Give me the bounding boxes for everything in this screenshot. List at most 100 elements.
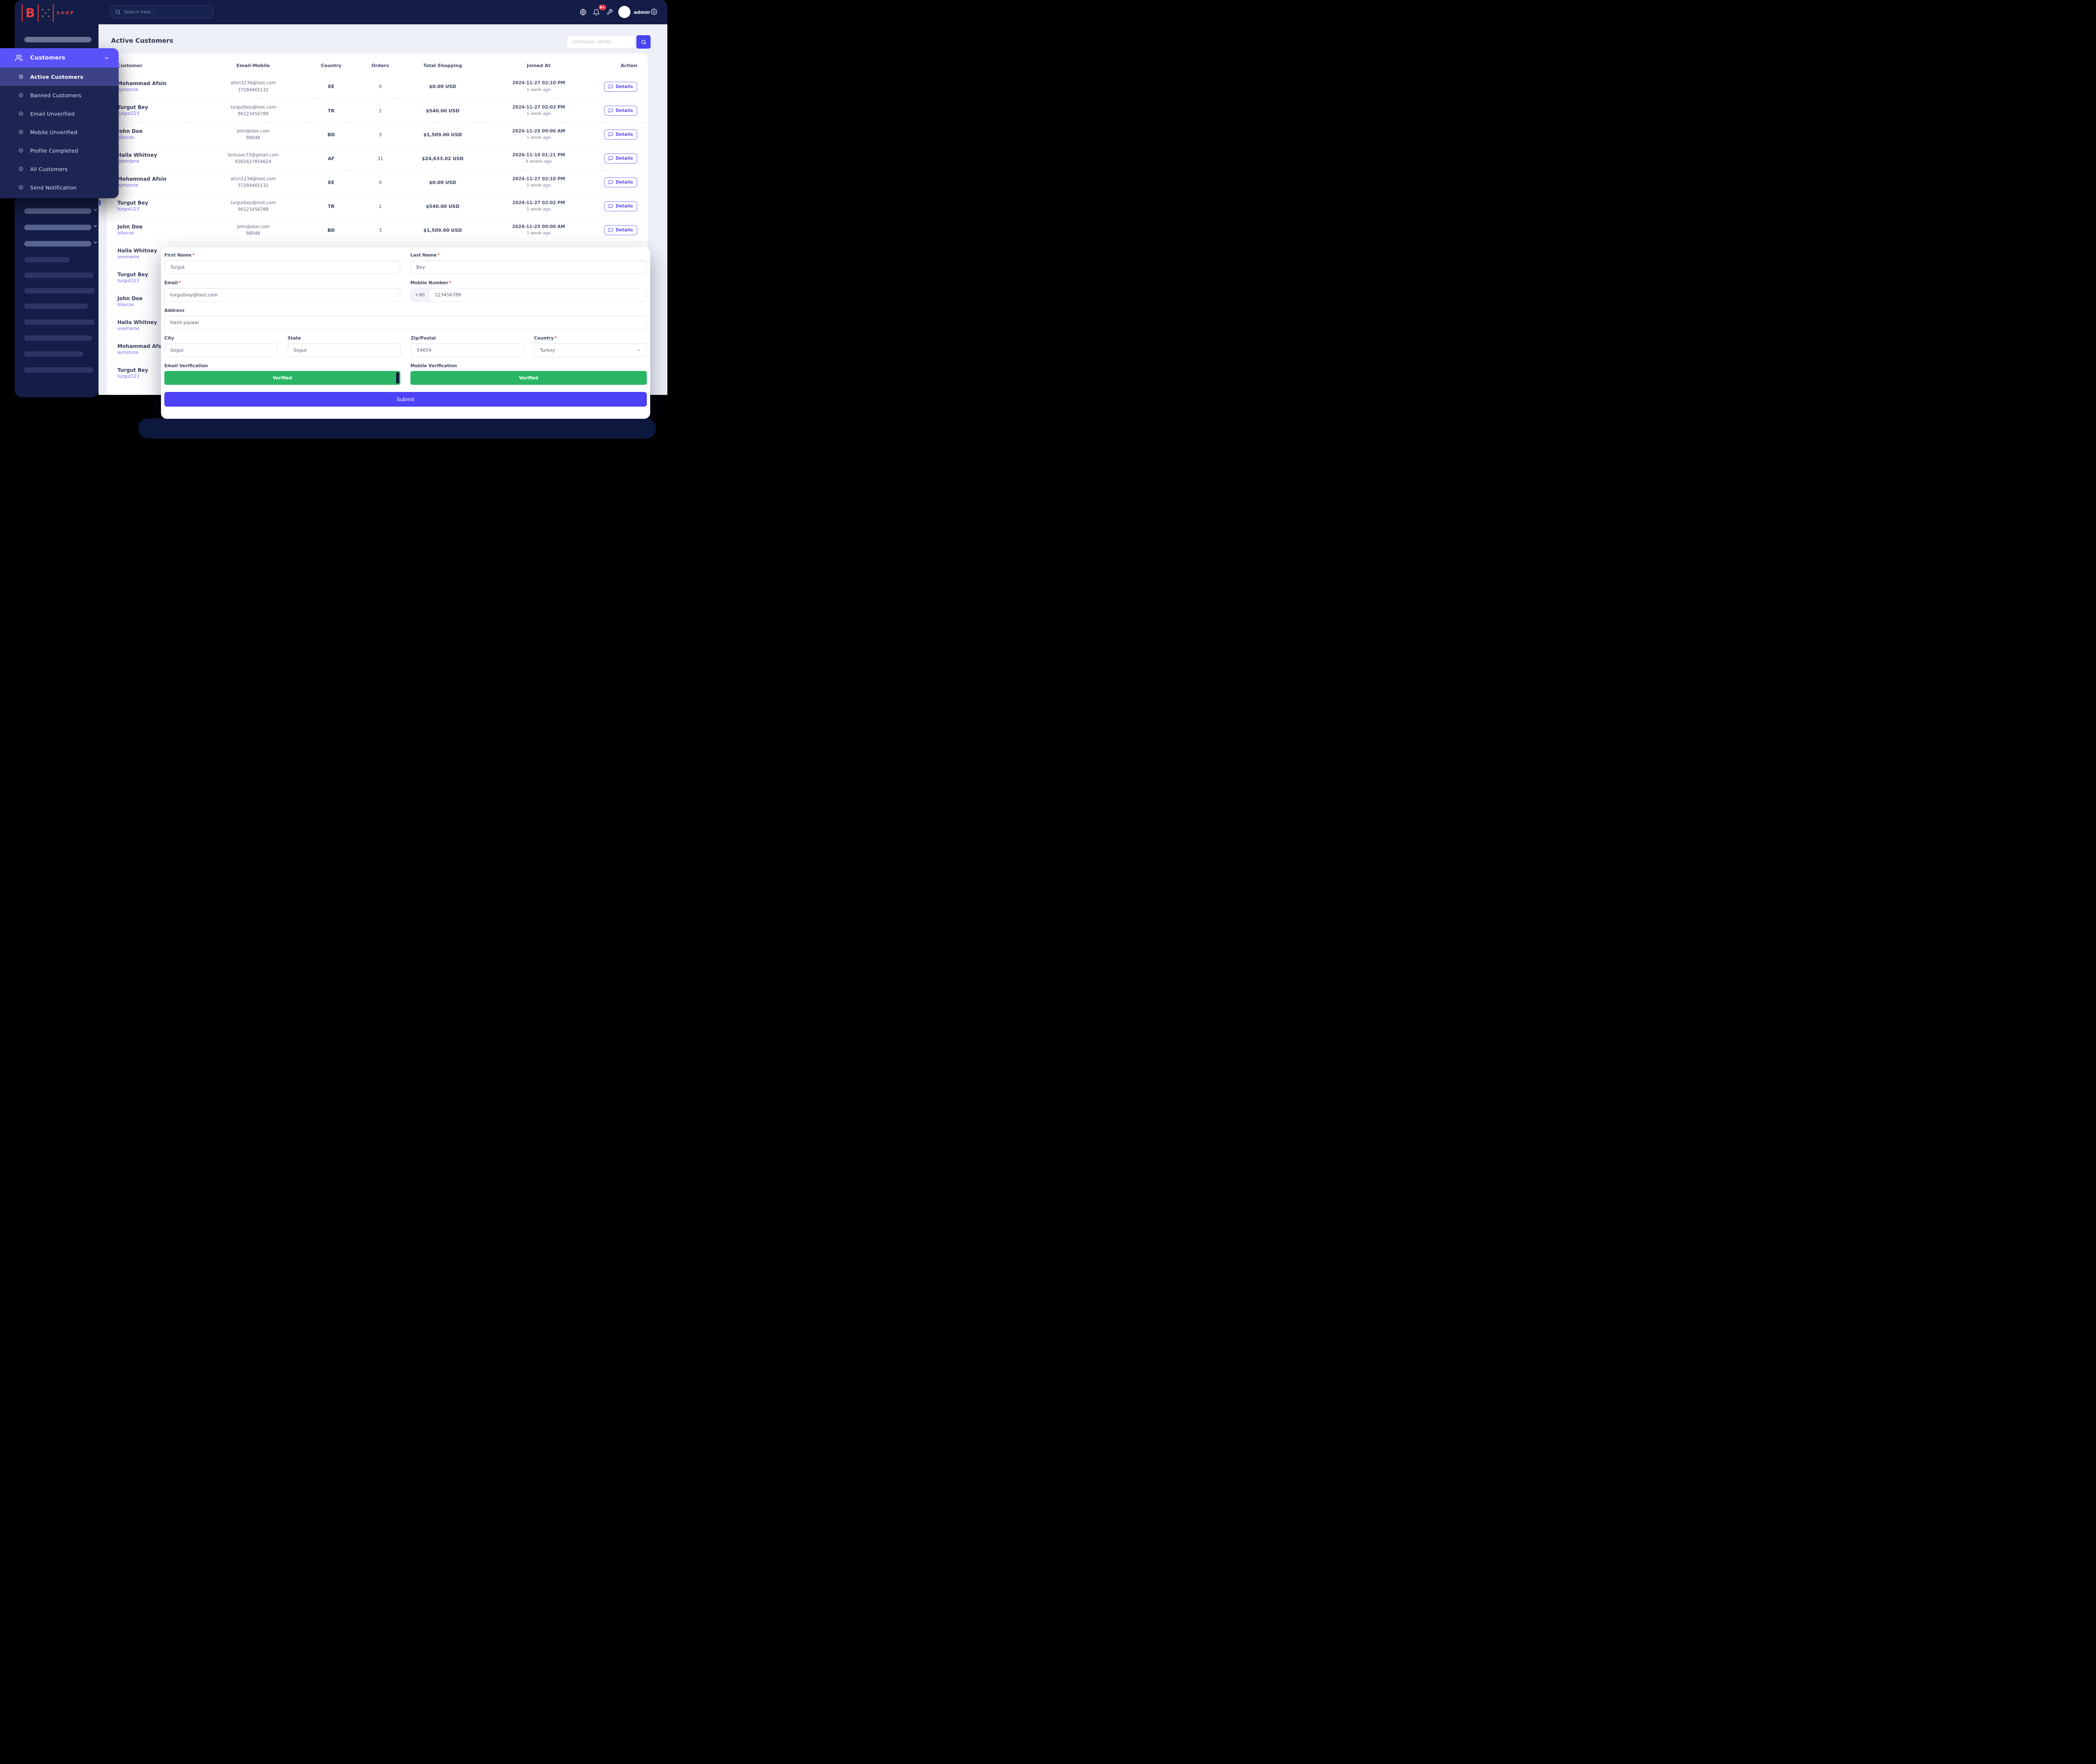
skeleton-menu-group[interactable] (24, 241, 91, 246)
global-search[interactable] (110, 5, 213, 18)
skeleton-menu-item[interactable] (24, 257, 70, 262)
state-field[interactable] (288, 343, 401, 357)
sidebar-item-profile-completed[interactable]: Profile Completed (0, 141, 119, 160)
customer-mobile: 37289465132 (238, 183, 269, 188)
logo-bar (53, 4, 54, 22)
sidebar-item-active-customers[interactable]: Active Customers (0, 67, 119, 86)
skeleton-menu-item[interactable] (24, 335, 92, 341)
sidebar-item-mobile-unverified[interactable]: Mobile Unverified (0, 123, 119, 141)
chevron-down-icon[interactable] (93, 240, 98, 245)
brand-logo[interactable]: B SHOP (22, 4, 75, 22)
customer-orders: 0 (379, 84, 382, 89)
skeleton-menu-item[interactable] (24, 319, 95, 325)
details-button[interactable]: Details (604, 201, 637, 211)
menu-group-customers[interactable]: Customers (0, 48, 119, 67)
chevron-down-icon[interactable] (93, 224, 98, 228)
customer-username-link[interactable]: aynoncse (117, 183, 139, 188)
customer-joined-date: 2024-11-27 02:02 PM (512, 200, 566, 205)
details-button[interactable]: Details (604, 177, 637, 187)
last-name-field[interactable] (410, 260, 647, 274)
admin-profile-label[interactable]: admin (634, 10, 650, 15)
customer-total-shopping: $1,509.00 USD (423, 132, 462, 137)
customer-joined-date: 2024-11-27 02:10 PM (512, 176, 566, 182)
first-name-field[interactable] (164, 260, 400, 274)
customer-country: EE (328, 84, 335, 89)
settings-gear-icon[interactable] (651, 8, 657, 15)
skeleton-menu-item[interactable] (24, 288, 95, 293)
wrench-icon[interactable] (607, 9, 613, 15)
skeleton-menu-item[interactable] (24, 367, 93, 373)
customer-username-link[interactable]: username (117, 159, 140, 164)
customer-username-link[interactable]: turgut123 (117, 207, 140, 212)
skeleton-bar[interactable] (24, 37, 91, 42)
required-star: * (449, 280, 451, 285)
globe-icon[interactable] (580, 9, 586, 16)
logo-letter: B (26, 5, 35, 20)
sidebar-item-banned-customers[interactable]: Banned Customers (0, 86, 119, 104)
customer-username-link[interactable]: turgut123 (117, 111, 140, 117)
user-avatar[interactable] (618, 6, 630, 18)
app-screen: 9+ admin B SHOP (0, 0, 667, 441)
customer-username-link[interactable]: aynoncse (117, 87, 139, 92)
customer-username-link[interactable]: username (117, 326, 140, 332)
required-star: * (437, 253, 440, 258)
customer-name: Turgut Bey (117, 104, 148, 111)
customer-joined-relative: 1 week ago (527, 87, 551, 92)
customer-email: turgutbey@test.com (230, 104, 276, 110)
details-button[interactable]: Details (604, 130, 637, 140)
chevron-down-icon[interactable] (93, 208, 98, 212)
customer-email: turgutbey@test.com (230, 200, 276, 205)
skeleton-menu-group[interactable] (24, 225, 91, 230)
customer-username-link[interactable]: aynoncse (117, 350, 139, 355)
global-search-input[interactable] (124, 9, 208, 15)
submit-button[interactable]: Submit (164, 392, 647, 407)
table-row: John Doe bikycox john@doe.com 88048 BD 3… (107, 218, 648, 242)
skeleton-menu-item[interactable] (24, 272, 93, 278)
sidebar-item-all-customers[interactable]: All Customers (0, 160, 119, 178)
chat-bubble-icon (608, 180, 613, 185)
customer-joined-date: 2024-11-10 01:21 PM (512, 152, 566, 158)
address-field[interactable] (164, 316, 647, 329)
table-row: Turgut Bey turgut123 turgutbey@test.com … (107, 99, 648, 122)
email-verification-label: Email Verification (164, 363, 208, 368)
search-icon (115, 9, 121, 15)
customer-name: Turgut Bey (117, 367, 148, 374)
sidebar-item-label: Mobile Unverified (30, 129, 78, 135)
zip-postal-field[interactable] (411, 343, 524, 357)
customer-username-link[interactable]: username (117, 254, 140, 260)
phone-country-code: +90 (411, 288, 429, 301)
customer-search-input[interactable] (572, 39, 630, 44)
customer-username-link[interactable]: bikycox (117, 231, 134, 236)
sidebar-item-email-unverified[interactable]: Email Unverified (0, 104, 119, 123)
customer-country: TR (328, 108, 335, 114)
mobile-verification-status[interactable]: Verified (410, 371, 647, 385)
customer-username-link[interactable]: bikycox (117, 302, 134, 308)
city-field[interactable] (164, 343, 278, 357)
logo-bar (22, 4, 23, 22)
skeleton-menu-item[interactable] (24, 351, 83, 357)
customer-name: John Doe (117, 224, 143, 230)
customer-search-button[interactable] (636, 35, 651, 49)
email-field[interactable] (164, 288, 400, 302)
sidebar-item-label: Profile Completed (30, 147, 78, 154)
skeleton-menu-group[interactable] (24, 208, 91, 214)
mobile-number-field[interactable] (429, 288, 646, 301)
customer-name: Halla Whitney (117, 248, 157, 254)
details-button[interactable]: Details (604, 225, 637, 235)
sidebar-item-send-notification[interactable]: Send Notification (0, 178, 119, 197)
customer-mobile: 90123456789 (238, 207, 269, 212)
scrollbar-thumb[interactable] (99, 200, 101, 205)
customer-username-link[interactable]: bikycox (117, 135, 134, 140)
notifications-bell-icon[interactable] (593, 9, 600, 16)
customer-username-link[interactable]: turgut123 (117, 278, 140, 284)
country-select[interactable]: Turkey (534, 343, 647, 357)
details-button[interactable]: Details (604, 81, 637, 92)
details-button[interactable]: Details (604, 106, 637, 116)
email-verification-status[interactable]: Verified (164, 371, 400, 385)
customers-menu-panel: Customers Active Customers Banned Custome… (0, 48, 119, 198)
customer-search-field[interactable] (567, 35, 635, 49)
customer-joined-relative: 1 week ago (527, 231, 551, 236)
skeleton-menu-item[interactable] (24, 304, 88, 309)
customer-username-link[interactable]: turgut123 (117, 374, 140, 379)
details-button[interactable]: Details (604, 153, 637, 163)
